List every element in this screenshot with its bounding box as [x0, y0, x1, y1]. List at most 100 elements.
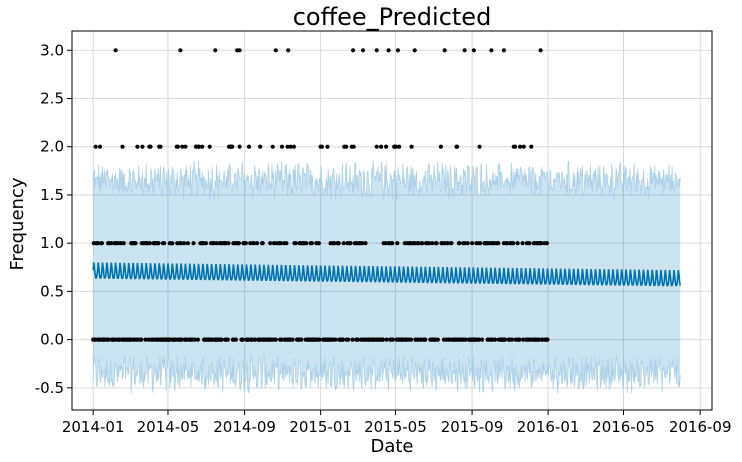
observed-point [341, 337, 346, 342]
y-axis-label: Frequency [7, 177, 28, 270]
observed-point [520, 241, 525, 246]
observed-point [192, 337, 197, 342]
plot-frame [71, 30, 713, 411]
x-tick-label: 2016-09 [669, 418, 732, 436]
observed-point [179, 241, 184, 246]
observed-point [293, 241, 298, 246]
observed-point [471, 48, 476, 53]
observed-point [213, 48, 218, 53]
observed-point [438, 144, 443, 149]
observed-point [268, 241, 273, 246]
observed-point [390, 241, 395, 246]
observed-point [333, 337, 338, 342]
observed-point [325, 144, 330, 149]
observed-point [99, 241, 104, 246]
observed-point [279, 337, 284, 342]
observed-point [233, 337, 238, 342]
y-axis-ticks: -0.5 0.0 0.5 1.0 1.5 2.0 2.5 3.0 [35, 41, 72, 397]
observed-point [470, 241, 475, 246]
observed-point [237, 144, 242, 149]
observed-point [106, 337, 111, 342]
observed-point [195, 337, 200, 342]
observed-point [346, 337, 351, 342]
observed-point [183, 144, 188, 149]
observed-point [521, 144, 526, 149]
chart-title: coffee_Predicted [293, 3, 492, 31]
observed-point [214, 241, 219, 246]
observed-point [394, 144, 399, 149]
observed-point [288, 144, 293, 149]
y-tick-label: 2.5 [40, 90, 64, 108]
observed-point [200, 144, 205, 149]
x-tick-label: 2016-01 [517, 418, 580, 436]
observed-point [476, 337, 481, 342]
observed-point [511, 241, 516, 246]
observed-point [273, 48, 278, 53]
observed-point [191, 241, 196, 246]
observed-point [348, 241, 353, 246]
observed-point [384, 337, 389, 342]
observed-point [442, 48, 447, 53]
observed-point [477, 144, 482, 149]
observed-point [285, 144, 290, 149]
observed-point [317, 337, 322, 342]
x-tick-label: 2015-05 [364, 418, 427, 436]
observed-point [457, 241, 462, 246]
observed-point [299, 337, 304, 342]
observed-point [225, 337, 230, 342]
observed-point [423, 337, 428, 342]
observed-point [350, 337, 355, 342]
observed-point [120, 144, 125, 149]
observed-point [545, 337, 550, 342]
observed-point [363, 241, 368, 246]
observed-point [96, 241, 101, 246]
observed-point [260, 241, 265, 246]
observed-point [121, 241, 126, 246]
observed-point [230, 144, 235, 149]
observed-point [412, 48, 417, 53]
observed-point [226, 241, 231, 246]
y-tick-label: 0.5 [40, 282, 64, 300]
observed-point [332, 241, 337, 246]
observed-point [278, 241, 283, 246]
x-tick-label: 2015-09 [441, 418, 504, 436]
observed-point [148, 144, 153, 149]
observed-point [246, 144, 252, 149]
observed-point [374, 48, 379, 53]
y-tick-label: 1.0 [40, 234, 64, 252]
observed-point [243, 241, 248, 246]
observed-point [527, 241, 532, 246]
observed-point [97, 144, 103, 149]
observed-point [240, 337, 245, 342]
observed-point [503, 337, 508, 342]
observed-point [319, 144, 324, 149]
observed-point [489, 48, 494, 53]
observed-point [538, 48, 543, 53]
observed-point [279, 144, 285, 149]
x-axis-ticks: 2014-01 2014-05 2014-09 2015-01 2015-05 2015-… [62, 410, 732, 436]
observed-point [284, 241, 289, 246]
observed-point [255, 241, 260, 246]
observed-point [374, 144, 379, 149]
observed-point [390, 337, 395, 342]
observed-points [91, 48, 550, 342]
observed-point [304, 241, 309, 246]
observed-point [185, 241, 190, 246]
observed-point [427, 241, 432, 246]
observed-point [162, 241, 167, 246]
observed-point [478, 241, 483, 246]
x-tick-label: 2016-05 [592, 418, 655, 436]
observed-point [207, 144, 212, 149]
x-tick-label: 2014-09 [213, 418, 276, 436]
observed-point [341, 241, 346, 246]
observed-point [420, 241, 425, 246]
y-tick-label: 2.0 [40, 138, 64, 156]
observed-point [513, 144, 518, 149]
observed-point [455, 144, 460, 149]
observed-point [521, 337, 526, 342]
observed-point [493, 337, 498, 342]
y-tick-label: -0.5 [35, 379, 64, 397]
y-tick-label: 0.0 [40, 331, 64, 349]
observed-point [143, 337, 148, 342]
